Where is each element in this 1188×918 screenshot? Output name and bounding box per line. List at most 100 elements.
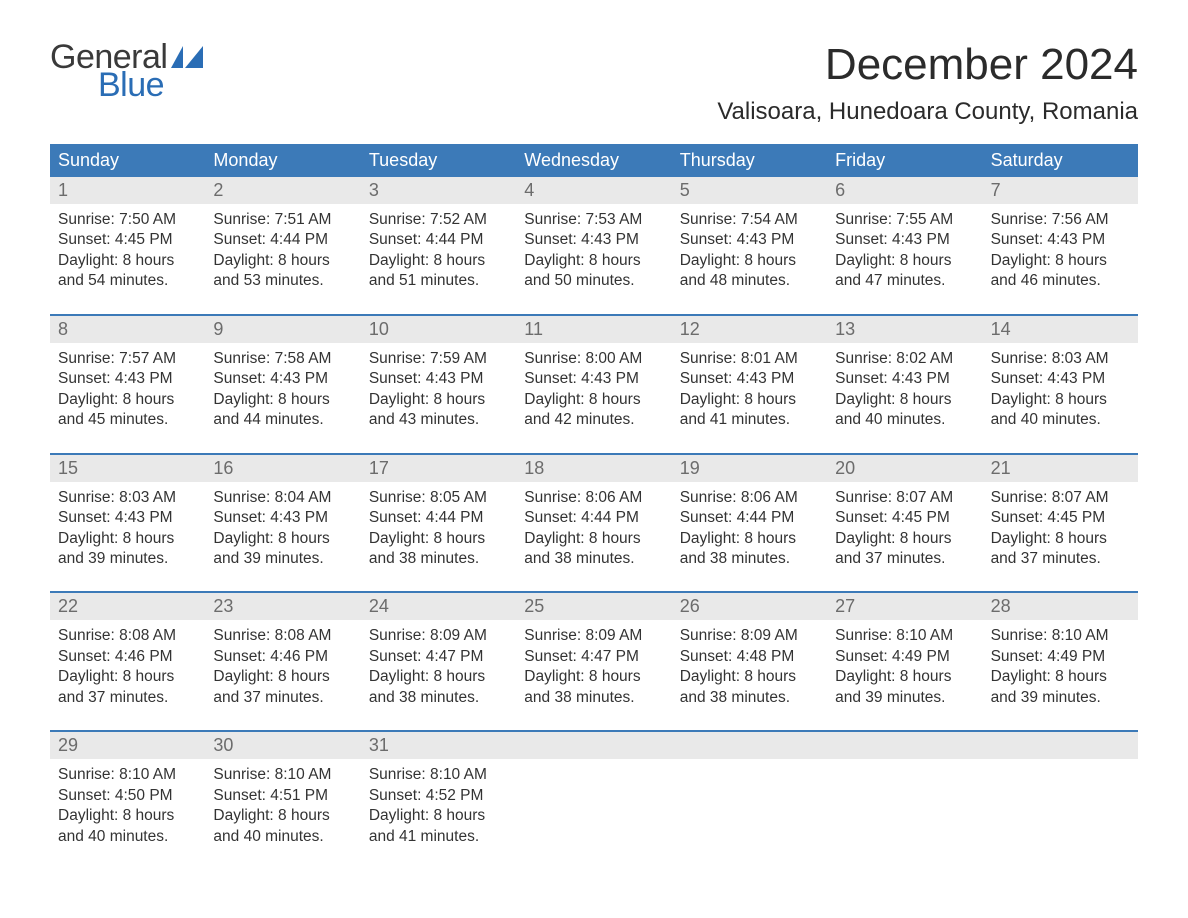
sunset-text: Sunset: 4:43 PM xyxy=(524,369,663,389)
day-number xyxy=(827,732,982,759)
daylight-line1: Daylight: 8 hours xyxy=(991,529,1130,549)
day-number: 15 xyxy=(50,455,205,482)
day-number: 31 xyxy=(361,732,516,759)
sunrise-text: Sunrise: 7:54 AM xyxy=(680,210,819,230)
daylight-line1: Daylight: 8 hours xyxy=(680,251,819,271)
day-number-row: 891011121314 xyxy=(50,316,1138,343)
day-number: 10 xyxy=(361,316,516,343)
sunrise-text: Sunrise: 8:05 AM xyxy=(369,488,508,508)
sunset-text: Sunset: 4:44 PM xyxy=(369,230,508,250)
day-cell: Sunrise: 8:10 AMSunset: 4:49 PMDaylight:… xyxy=(827,620,982,712)
daylight-line2: and 40 minutes. xyxy=(835,410,974,430)
daylight-line2: and 42 minutes. xyxy=(524,410,663,430)
day-number: 22 xyxy=(50,593,205,620)
day-cell: Sunrise: 8:02 AMSunset: 4:43 PMDaylight:… xyxy=(827,343,982,435)
day-number: 23 xyxy=(205,593,360,620)
day-cell xyxy=(516,759,671,851)
sunrise-text: Sunrise: 8:10 AM xyxy=(213,765,352,785)
sunset-text: Sunset: 4:44 PM xyxy=(680,508,819,528)
daylight-line1: Daylight: 8 hours xyxy=(369,529,508,549)
sunrise-text: Sunrise: 8:07 AM xyxy=(991,488,1130,508)
daylight-line1: Daylight: 8 hours xyxy=(369,667,508,687)
daylight-line2: and 38 minutes. xyxy=(369,549,508,569)
sunrise-text: Sunrise: 7:57 AM xyxy=(58,349,197,369)
dow-saturday: Saturday xyxy=(983,144,1138,177)
day-cell: Sunrise: 8:06 AMSunset: 4:44 PMDaylight:… xyxy=(672,482,827,574)
daylight-line1: Daylight: 8 hours xyxy=(213,529,352,549)
day-number: 21 xyxy=(983,455,1138,482)
day-cell xyxy=(983,759,1138,851)
sunrise-text: Sunrise: 8:02 AM xyxy=(835,349,974,369)
daylight-line2: and 38 minutes. xyxy=(369,688,508,708)
daylight-line2: and 41 minutes. xyxy=(680,410,819,430)
day-number: 7 xyxy=(983,177,1138,204)
sunrise-text: Sunrise: 8:09 AM xyxy=(369,626,508,646)
sunset-text: Sunset: 4:43 PM xyxy=(835,230,974,250)
dow-thursday: Thursday xyxy=(672,144,827,177)
daylight-line1: Daylight: 8 hours xyxy=(58,390,197,410)
sunrise-text: Sunrise: 8:10 AM xyxy=(991,626,1130,646)
day-number: 19 xyxy=(672,455,827,482)
sunset-text: Sunset: 4:52 PM xyxy=(369,786,508,806)
dow-wednesday: Wednesday xyxy=(516,144,671,177)
calendar: Sunday Monday Tuesday Wednesday Thursday… xyxy=(50,144,1138,851)
day-cell: Sunrise: 8:06 AMSunset: 4:44 PMDaylight:… xyxy=(516,482,671,574)
sunset-text: Sunset: 4:47 PM xyxy=(369,647,508,667)
day-cell: Sunrise: 7:59 AMSunset: 4:43 PMDaylight:… xyxy=(361,343,516,435)
daylight-line2: and 48 minutes. xyxy=(680,271,819,291)
daylight-line1: Daylight: 8 hours xyxy=(369,806,508,826)
daylight-line1: Daylight: 8 hours xyxy=(680,390,819,410)
day-cell: Sunrise: 8:08 AMSunset: 4:46 PMDaylight:… xyxy=(50,620,205,712)
day-cell xyxy=(827,759,982,851)
dow-sunday: Sunday xyxy=(50,144,205,177)
daylight-line2: and 39 minutes. xyxy=(213,549,352,569)
day-number: 20 xyxy=(827,455,982,482)
daylight-line1: Daylight: 8 hours xyxy=(835,251,974,271)
daylight-line2: and 50 minutes. xyxy=(524,271,663,291)
sunset-text: Sunset: 4:43 PM xyxy=(213,369,352,389)
daylight-line2: and 38 minutes. xyxy=(524,688,663,708)
daylight-line2: and 54 minutes. xyxy=(58,271,197,291)
day-cell: Sunrise: 7:51 AMSunset: 4:44 PMDaylight:… xyxy=(205,204,360,296)
sunrise-text: Sunrise: 7:50 AM xyxy=(58,210,197,230)
day-number: 26 xyxy=(672,593,827,620)
daylight-line2: and 53 minutes. xyxy=(213,271,352,291)
daylight-line1: Daylight: 8 hours xyxy=(58,806,197,826)
location-text: Valisoara, Hunedoara County, Romania xyxy=(717,98,1138,126)
day-cell: Sunrise: 7:50 AMSunset: 4:45 PMDaylight:… xyxy=(50,204,205,296)
daylight-line2: and 39 minutes. xyxy=(991,688,1130,708)
sunset-text: Sunset: 4:44 PM xyxy=(524,508,663,528)
day-number: 8 xyxy=(50,316,205,343)
sunset-text: Sunset: 4:43 PM xyxy=(991,369,1130,389)
day-cell: Sunrise: 8:00 AMSunset: 4:43 PMDaylight:… xyxy=(516,343,671,435)
daylight-line1: Daylight: 8 hours xyxy=(369,390,508,410)
day-cell: Sunrise: 7:54 AMSunset: 4:43 PMDaylight:… xyxy=(672,204,827,296)
day-cell: Sunrise: 7:56 AMSunset: 4:43 PMDaylight:… xyxy=(983,204,1138,296)
daylight-line2: and 38 minutes. xyxy=(680,549,819,569)
sunrise-text: Sunrise: 8:06 AM xyxy=(524,488,663,508)
day-number-row: 15161718192021 xyxy=(50,455,1138,482)
sunset-text: Sunset: 4:46 PM xyxy=(58,647,197,667)
day-number: 29 xyxy=(50,732,205,759)
sunrise-text: Sunrise: 8:03 AM xyxy=(991,349,1130,369)
sunset-text: Sunset: 4:49 PM xyxy=(991,647,1130,667)
daylight-line2: and 40 minutes. xyxy=(58,827,197,847)
day-number xyxy=(983,732,1138,759)
daylight-line1: Daylight: 8 hours xyxy=(524,390,663,410)
day-number: 4 xyxy=(516,177,671,204)
day-number: 1 xyxy=(50,177,205,204)
sunrise-text: Sunrise: 8:04 AM xyxy=(213,488,352,508)
daylight-line1: Daylight: 8 hours xyxy=(835,390,974,410)
daylight-line2: and 37 minutes. xyxy=(991,549,1130,569)
calendar-week: 891011121314 Sunrise: 7:57 AM Sunset: 4:43… xyxy=(50,314,1138,435)
day-number: 13 xyxy=(827,316,982,343)
sunrise-text: Sunrise: 7:56 AM xyxy=(991,210,1130,230)
sunrise-text: Sunrise: 8:10 AM xyxy=(58,765,197,785)
daylight-line2: and 38 minutes. xyxy=(680,688,819,708)
calendar-week: 293031Sunrise: 8:10 AMSunset: 4:50 PMDay… xyxy=(50,730,1138,851)
calendar-week: 1234567Sunrise: 7:50 AMSunset: 4:45 PMDa… xyxy=(50,177,1138,296)
day-cell: Sunrise: 8:10 AMSunset: 4:50 PMDaylight:… xyxy=(50,759,205,851)
daylight-line1: Daylight: 8 hours xyxy=(58,529,197,549)
day-cell: Sunrise: 8:03 AMSunset: 4:43 PMDaylight:… xyxy=(983,343,1138,435)
brand-flag-icon xyxy=(171,46,213,68)
